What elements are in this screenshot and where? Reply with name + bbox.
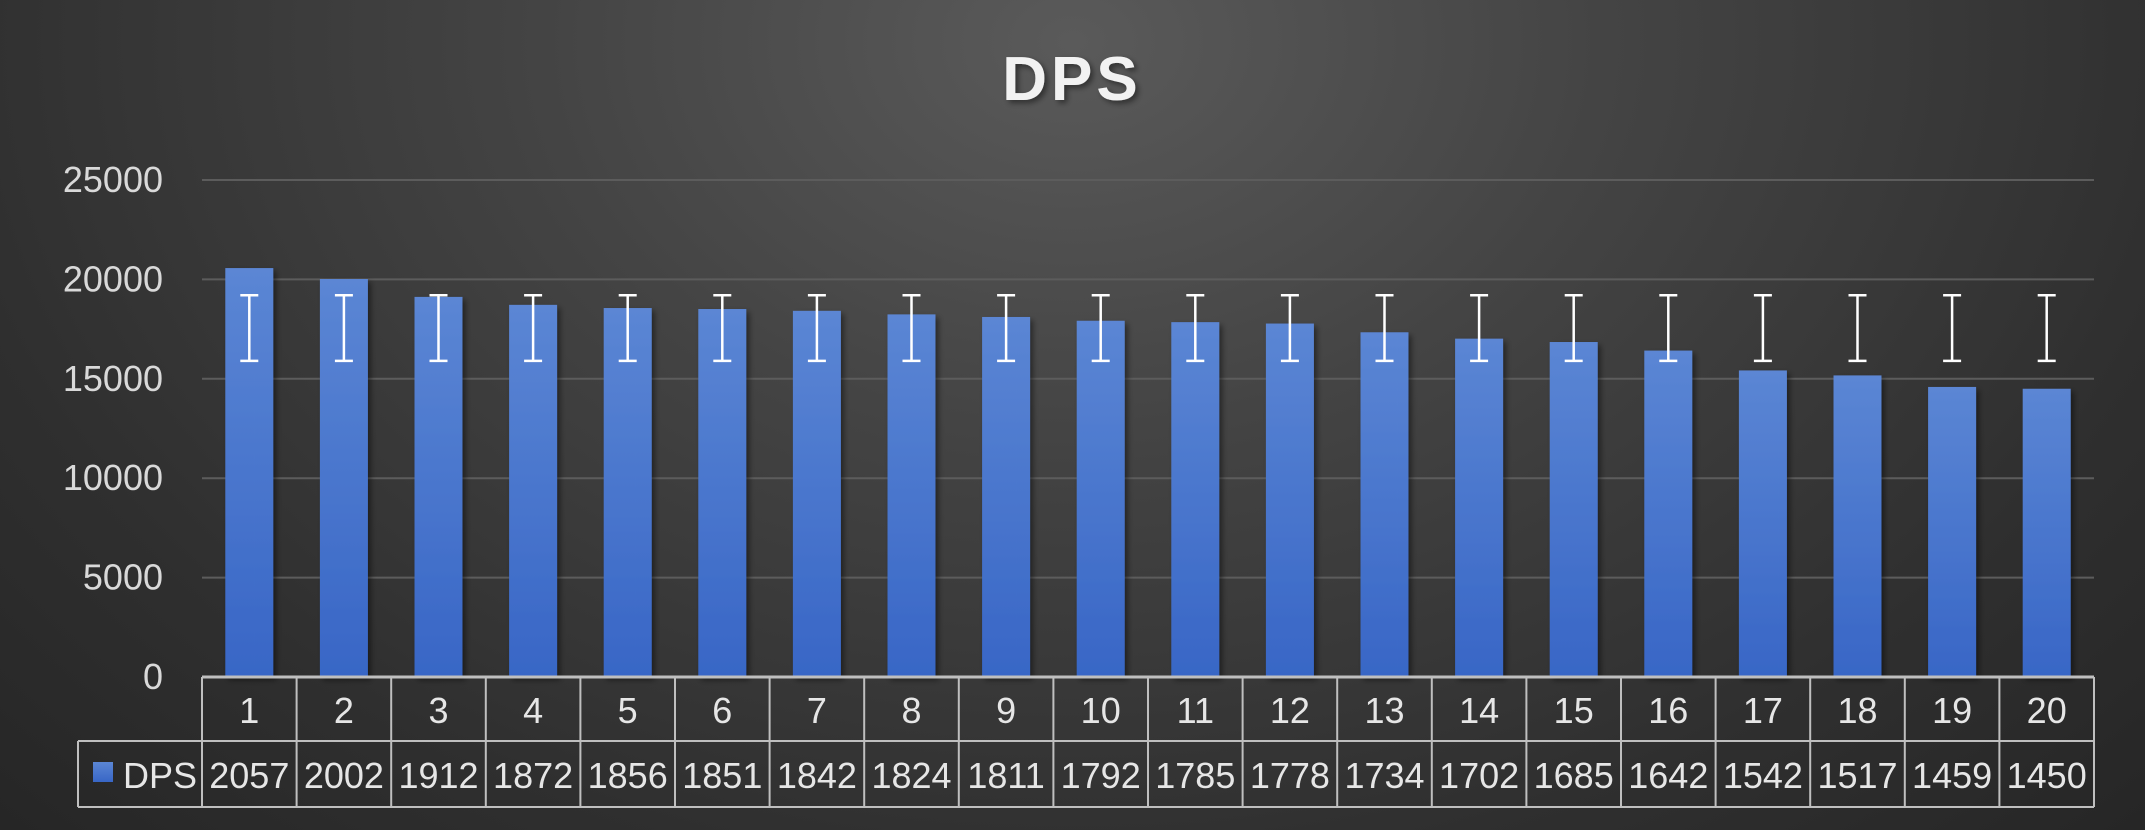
error-bar xyxy=(1564,294,1583,363)
y-tick-label: 20000 xyxy=(63,258,163,299)
x-tick-label: 14 xyxy=(1459,690,1499,731)
error-bar xyxy=(1280,294,1299,363)
data-label: 2057 xyxy=(209,755,289,796)
bar xyxy=(1076,320,1125,677)
y-axis-ticks: 0 5000 10000 15000 20000 25000 xyxy=(63,159,163,697)
data-label: 1734 xyxy=(1344,755,1424,796)
bar xyxy=(698,309,747,677)
y-tick-label: 10000 xyxy=(63,457,163,498)
data-label: 1792 xyxy=(1061,755,1141,796)
x-tick-label: 8 xyxy=(901,690,921,731)
error-bar xyxy=(902,294,921,363)
x-tick-label: 15 xyxy=(1554,690,1594,731)
x-tick-label: 19 xyxy=(1932,690,1972,731)
bar xyxy=(1644,350,1693,677)
data-label: 2002 xyxy=(304,755,384,796)
bar xyxy=(603,308,652,677)
legend-swatch xyxy=(93,762,113,782)
bar xyxy=(509,304,558,677)
error-bar xyxy=(807,294,826,363)
error-bar xyxy=(1753,294,1772,363)
x-tick-label: 4 xyxy=(523,690,543,731)
x-tick-label: 20 xyxy=(2027,690,2067,731)
error-bars xyxy=(240,294,2056,363)
error-bar xyxy=(1375,294,1394,363)
x-tick-label: 1 xyxy=(239,690,259,731)
data-label: 1778 xyxy=(1250,755,1330,796)
error-bar xyxy=(2037,294,2056,363)
bar xyxy=(1928,386,1977,677)
y-tick-label: 15000 xyxy=(63,358,163,399)
error-bar xyxy=(713,294,732,363)
x-tick-label: 18 xyxy=(1837,690,1877,731)
bar xyxy=(1265,323,1314,677)
data-label: 1702 xyxy=(1439,755,1519,796)
error-bar xyxy=(334,294,353,363)
error-bar xyxy=(1848,294,1867,363)
x-tick-label: 16 xyxy=(1648,690,1688,731)
x-tick-label: 2 xyxy=(334,690,354,731)
bar xyxy=(887,314,936,677)
bar xyxy=(792,310,841,677)
error-bar xyxy=(997,294,1016,363)
data-label: 1542 xyxy=(1723,755,1803,796)
x-tick-label: 12 xyxy=(1270,690,1310,731)
bar xyxy=(1455,338,1504,677)
bar xyxy=(982,316,1031,677)
bar xyxy=(1360,332,1409,677)
data-label: 1459 xyxy=(1912,755,1992,796)
x-tick-label: 9 xyxy=(996,690,1016,731)
legend-label: DPS xyxy=(123,755,197,796)
chart-title: DPS xyxy=(1002,45,1141,114)
data-label: 1851 xyxy=(682,755,762,796)
data-label: 1450 xyxy=(2007,755,2087,796)
data-label: 1856 xyxy=(588,755,668,796)
error-bar xyxy=(429,294,448,363)
error-bar xyxy=(1659,294,1678,363)
data-label: 1842 xyxy=(777,755,857,796)
x-tick-label: 3 xyxy=(428,690,448,731)
error-bar xyxy=(1091,294,1110,363)
y-tick-label: 25000 xyxy=(63,159,163,200)
x-tick-label: 6 xyxy=(712,690,732,731)
x-tick-label: 5 xyxy=(618,690,638,731)
bar xyxy=(1171,322,1220,677)
error-bar xyxy=(618,294,637,363)
gridlines xyxy=(202,179,2094,579)
x-tick-label: 11 xyxy=(1177,690,1214,731)
data-label: 1685 xyxy=(1534,755,1614,796)
error-bar xyxy=(240,294,259,363)
data-label: 1785 xyxy=(1155,755,1235,796)
y-tick-label: 5000 xyxy=(83,557,163,598)
data-label: 1811 xyxy=(967,755,1044,796)
data-label: 1912 xyxy=(398,755,478,796)
x-tick-label: 7 xyxy=(807,690,827,731)
bar xyxy=(2022,388,2071,677)
x-tick-label: 17 xyxy=(1743,690,1783,731)
y-tick-label: 0 xyxy=(143,656,163,697)
error-bar xyxy=(524,294,543,363)
data-label: 1517 xyxy=(1817,755,1897,796)
error-bar xyxy=(1943,294,1962,363)
error-bar xyxy=(1186,294,1205,363)
bars xyxy=(225,268,2071,677)
data-label: 1872 xyxy=(493,755,573,796)
bar xyxy=(1738,370,1787,677)
x-tick-label: 10 xyxy=(1081,690,1121,731)
bar xyxy=(1549,342,1598,677)
bar xyxy=(1833,375,1882,677)
data-label: 1824 xyxy=(871,755,951,796)
x-tick-label: 13 xyxy=(1364,690,1404,731)
data-label: 1642 xyxy=(1628,755,1708,796)
data-table: 1205722002319124187251856618517184281824… xyxy=(77,675,2095,808)
error-bar xyxy=(1470,294,1489,363)
